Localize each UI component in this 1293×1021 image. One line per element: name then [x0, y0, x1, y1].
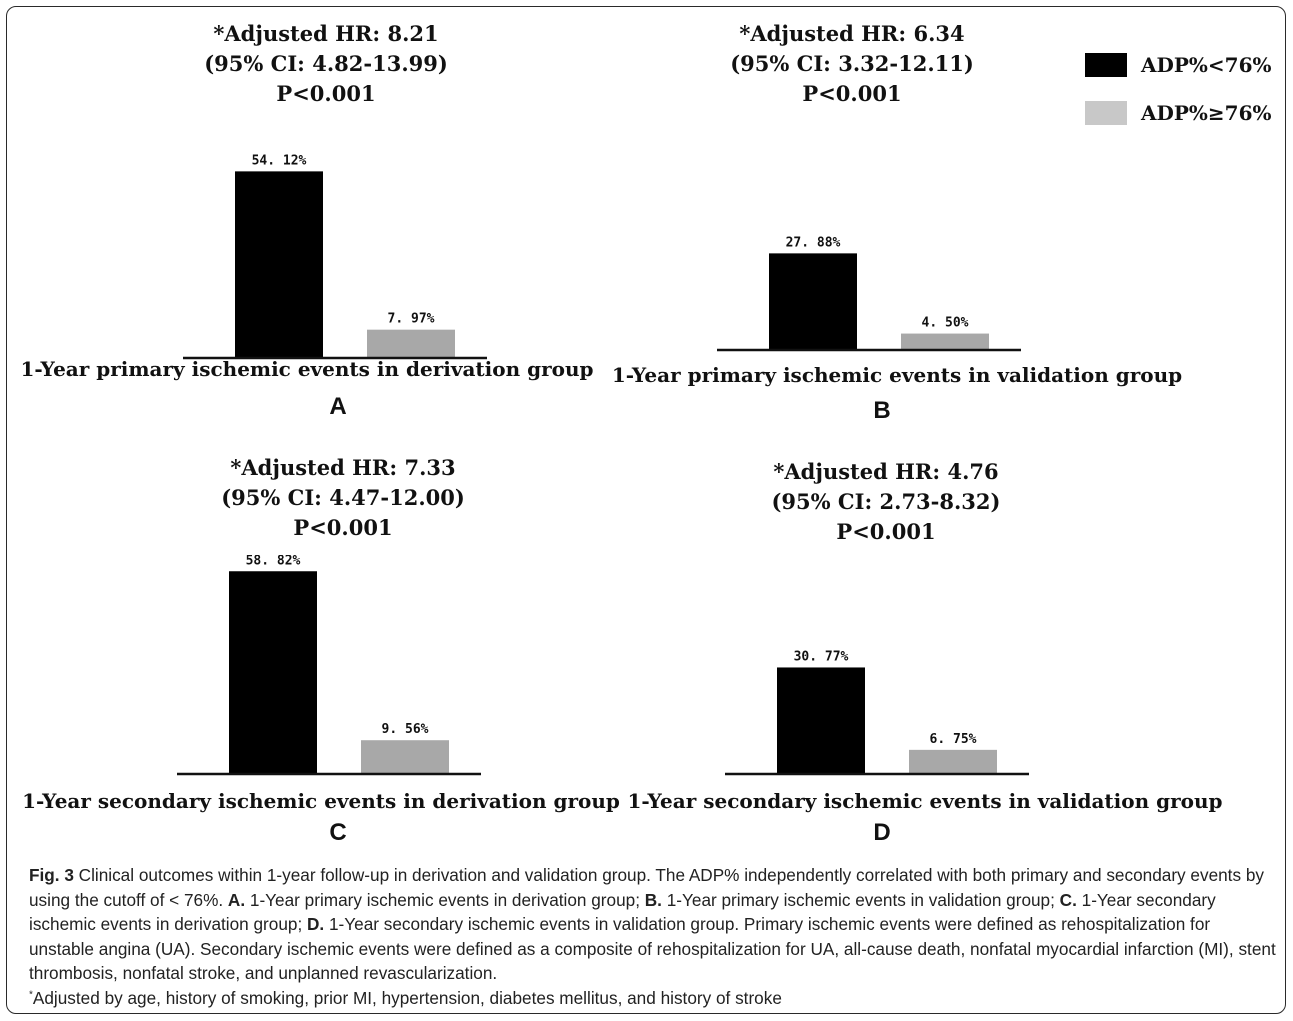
- caption-intro: Clinical outcomes within 1-year follow-u…: [29, 865, 1264, 910]
- figure-caption: Fig. 3 Clinical outcomes within 1-year f…: [29, 863, 1277, 1010]
- bar-plot-b: 27. 88% 4. 50%: [717, 235, 1021, 352]
- caption-b-text: 1-Year primary ischemic events in valida…: [661, 889, 1060, 910]
- panel-title-c: 1-Year secondary ischemic events in deri…: [22, 789, 620, 813]
- bar-plot-d: 30. 77% 6. 75%: [725, 649, 1029, 776]
- hr-line: *Adjusted HR: 4.76: [773, 459, 999, 484]
- bar-above-cutoff: [901, 333, 989, 349]
- hr-annotation-a: *Adjusted HR: 8.21 (95% CI: 4.82-13.99) …: [171, 19, 481, 109]
- ci-line: (95% CI: 4.82-13.99): [204, 51, 448, 76]
- caption-a-text: 1-Year primary ischemic events in deriva…: [245, 889, 645, 910]
- panel-letter-c: C: [329, 819, 347, 846]
- bar-below-cutoff: [769, 253, 857, 349]
- ci-line: (95% CI: 4.47-12.00): [221, 485, 465, 510]
- hr-line: *Adjusted HR: 6.34: [739, 21, 965, 46]
- bar-value-label: 27. 88%: [786, 235, 841, 250]
- bar-above-cutoff: [909, 749, 997, 773]
- caption-footnote: Adjusted by age, history of smoking, pri…: [32, 987, 782, 1008]
- legend-swatch: [1085, 101, 1127, 125]
- caption-footnote-mark: *: [29, 988, 33, 1000]
- caption-d-label: D.: [307, 914, 325, 934]
- panel-title-d: 1-Year secondary ischemic events in vali…: [627, 789, 1223, 813]
- bar-value-label: 4. 50%: [922, 316, 969, 331]
- bar-above-cutoff: [367, 329, 455, 357]
- legend-swatch: [1085, 53, 1127, 77]
- caption-c-label: C.: [1059, 889, 1077, 910]
- legend-item: ADP%≥76%: [1085, 101, 1272, 125]
- caption-d-text: 1-Year secondary ischemic events in vali…: [29, 914, 1276, 983]
- bar-plot-c: 58. 82% 9. 56%: [177, 555, 481, 776]
- panel-title-a: 1-Year primary ischemic events in deriva…: [20, 357, 594, 381]
- bar-plot-a: 54. 12% 7. 97%: [183, 153, 487, 360]
- hr-annotation-b: *Adjusted HR: 6.34 (95% CI: 3.32-12.11) …: [697, 19, 1007, 109]
- p-line: P<0.001: [293, 515, 393, 540]
- panel-letter-a: A: [329, 393, 347, 420]
- panel-letter-b: B: [873, 397, 891, 424]
- ci-line: (95% CI: 2.73-8.32): [771, 489, 1001, 514]
- legend-label: ADP%<76%: [1141, 53, 1272, 77]
- p-line: P<0.001: [802, 81, 902, 106]
- caption-fig-label: Fig. 3: [29, 865, 74, 885]
- hr-annotation-c: *Adjusted HR: 7.33 (95% CI: 4.47-12.00) …: [188, 453, 498, 543]
- bar-value-label: 7. 97%: [388, 312, 435, 327]
- panel-title-b: 1-Year primary ischemic events in valida…: [611, 363, 1183, 387]
- hr-line: *Adjusted HR: 8.21: [213, 21, 439, 46]
- legend-item: ADP%<76%: [1085, 53, 1272, 77]
- caption-b-label: B.: [644, 889, 662, 910]
- p-line: P<0.001: [836, 519, 936, 544]
- bar-below-cutoff: [777, 667, 865, 773]
- figure-frame: *Adjusted HR: 8.21 (95% CI: 4.82-13.99) …: [6, 6, 1286, 1014]
- p-line: P<0.001: [276, 81, 376, 106]
- bar-value-label: 54. 12%: [252, 153, 307, 168]
- bar-below-cutoff: [235, 171, 323, 357]
- hr-annotation-d: *Adjusted HR: 4.76 (95% CI: 2.73-8.32) P…: [731, 457, 1041, 547]
- hr-line: *Adjusted HR: 7.33: [230, 455, 456, 480]
- bar-value-label: 9. 56%: [382, 722, 429, 737]
- bar-value-label: 6. 75%: [930, 732, 977, 747]
- bar-above-cutoff: [361, 740, 449, 773]
- bar-value-label: 58. 82%: [246, 555, 301, 568]
- caption-c-text: 1-Year secondary ischemic events in deri…: [29, 889, 1216, 935]
- caption-a-label: A.: [227, 889, 246, 910]
- panel-letter-d: D: [873, 819, 891, 846]
- bar-below-cutoff: [229, 571, 317, 773]
- legend-label: ADP%≥76%: [1141, 101, 1272, 125]
- bar-value-label: 30. 77%: [794, 649, 849, 664]
- ci-line: (95% CI: 3.32-12.11): [730, 51, 974, 76]
